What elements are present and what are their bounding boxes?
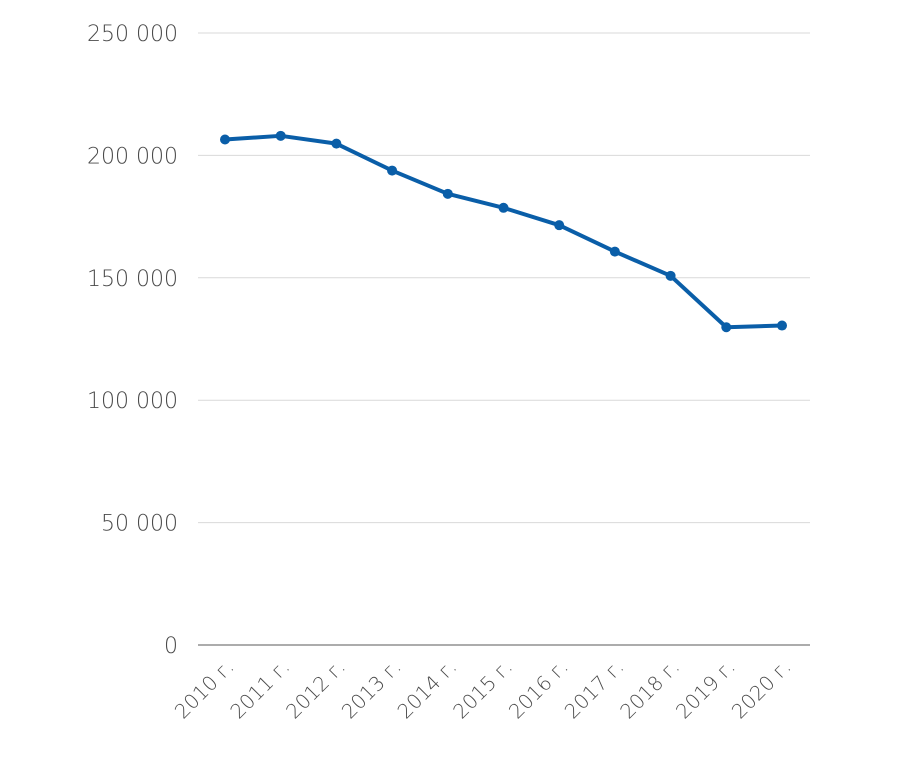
data-point bbox=[721, 322, 732, 333]
series-line bbox=[223, 133, 784, 330]
x-tick-label: 2017 г. bbox=[560, 655, 629, 724]
y-tick-label: 50 000 bbox=[101, 512, 178, 537]
data-point bbox=[777, 320, 787, 331]
data-point bbox=[554, 220, 565, 231]
y-axis-ticks: 0 50 000 100 000 150 000 200 000 250 000 bbox=[87, 22, 178, 659]
x-axis-ticks: 2010 г.2011 г.2012 г.2013 г.2014 г.2015 … bbox=[170, 655, 796, 724]
x-tick-label: 2012 г. bbox=[281, 655, 350, 724]
data-point bbox=[387, 165, 398, 176]
x-tick-label: 2014 г. bbox=[392, 655, 461, 724]
x-tick-label: 2020 г. bbox=[727, 655, 796, 724]
x-tick-label: 2011 г. bbox=[225, 655, 294, 724]
data-point bbox=[442, 188, 453, 199]
data-point bbox=[220, 134, 230, 145]
y-tick-label: 250 000 bbox=[87, 22, 178, 47]
y-tick-label: 200 000 bbox=[87, 144, 178, 169]
series-layer bbox=[220, 130, 787, 333]
data-point bbox=[498, 202, 509, 213]
y-tick-label: 100 000 bbox=[87, 389, 178, 414]
data-point bbox=[665, 270, 676, 281]
x-tick-label: 2013 г. bbox=[337, 655, 406, 724]
data-point bbox=[331, 138, 342, 149]
data-point bbox=[275, 130, 286, 141]
x-tick-label: 2010 г. bbox=[170, 655, 239, 724]
data-point bbox=[609, 246, 620, 257]
x-tick-label: 2015 г. bbox=[448, 655, 517, 724]
x-tick-label: 2019 г. bbox=[671, 655, 740, 724]
x-tick-label: 2016 г. bbox=[504, 655, 573, 724]
y-tick-label: 150 000 bbox=[87, 267, 178, 292]
grid-layer bbox=[198, 32, 810, 646]
x-tick-label: 2018 г. bbox=[615, 655, 684, 724]
y-tick-label: 0 bbox=[164, 634, 178, 659]
